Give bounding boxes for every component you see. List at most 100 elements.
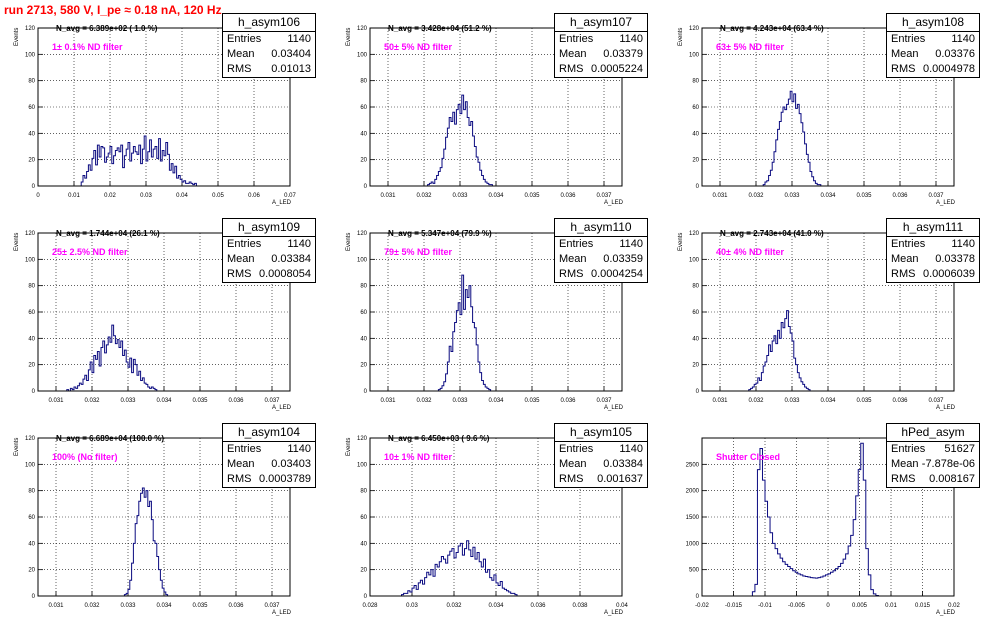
stats-value: 0.0004978 xyxy=(923,63,975,75)
x-tick-label: 0.031 xyxy=(712,398,728,404)
filter-label: 79± 5% ND filter xyxy=(384,247,452,257)
stats-value: 1140 xyxy=(619,33,643,45)
x-axis-title: A_LED xyxy=(604,610,624,616)
stats-box: h_asym106 Entries 1140 Mean 0.03404 RMS 0.0101… xyxy=(222,13,316,78)
x-tick-label: 0.034 xyxy=(488,193,504,199)
x-tick-label: 0.033 xyxy=(784,398,800,404)
stats-row-mean: Mean 0.03376 xyxy=(887,47,979,62)
stats-value: 0.0004254 xyxy=(591,268,643,280)
x-tick-label: 0.036 xyxy=(560,398,576,404)
y-tick-label: 60 xyxy=(692,310,699,316)
n-avg-label: N_avg = 1.744e+04 (26.1 %) xyxy=(56,229,160,238)
x-tick-label: 0.034 xyxy=(820,398,836,404)
stats-box-title: h_asym108 xyxy=(887,14,979,32)
n-avg-label: N_avg = 5.347e+04 (79.9 %) xyxy=(388,229,492,238)
n-avg-label: N_avg = 6.389e+02 ( 1.0 %) xyxy=(56,24,158,33)
y-tick-label: 60 xyxy=(360,310,367,316)
y-tick-label: 0 xyxy=(364,184,368,190)
stats-label: RMS xyxy=(227,268,252,280)
stats-value: 0.03359 xyxy=(603,253,643,265)
stats-row-mean: Mean 0.03384 xyxy=(555,457,647,472)
x-tick-label: 0.05 xyxy=(212,193,224,199)
stats-label: RMS xyxy=(227,473,252,485)
x-tick-label: -0.005 xyxy=(788,603,806,609)
x-tick-label: 0.033 xyxy=(452,193,468,199)
y-tick-label: 120 xyxy=(25,436,36,442)
stats-label: Mean xyxy=(227,458,255,470)
stats-value: 1140 xyxy=(287,33,311,45)
y-tick-label: 20 xyxy=(28,158,35,164)
y-tick-label: 20 xyxy=(360,158,367,164)
stats-box-title: h_asym107 xyxy=(555,14,647,32)
x-tick-label: 0.037 xyxy=(596,398,612,404)
x-tick-label: 0.034 xyxy=(156,603,172,609)
histogram-panel-h_asym110: 0.031 0.032 0.033 0.034 0.035 0.036 0.037 0 20 40… xyxy=(332,218,664,425)
x-tick-label: 0.02 xyxy=(948,603,960,609)
x-tick-label: 0.032 xyxy=(416,398,432,404)
y-tick-label: 40 xyxy=(28,541,35,547)
stats-value: 0.0005224 xyxy=(591,63,643,75)
histogram-svg: 0.031 0.032 0.033 0.034 0.035 0.036 0.037 0 20 40… xyxy=(689,231,955,404)
stats-value: 0.0003789 xyxy=(259,473,311,485)
stats-row-entries: Entries 1140 xyxy=(555,32,647,47)
y-tick-label: 20 xyxy=(360,363,367,369)
x-tick-label: 0.032 xyxy=(84,603,100,609)
x-tick-label: 0.032 xyxy=(446,603,462,609)
stats-label: Entries xyxy=(227,33,262,45)
stats-value: 1140 xyxy=(287,238,311,250)
stats-row-rms: RMS 0.0004978 xyxy=(887,62,979,77)
stats-label: RMS xyxy=(891,473,916,485)
filter-label: 100% (No filter) xyxy=(52,452,118,462)
stats-value: 1140 xyxy=(619,238,643,250)
y-tick-label: 2000 xyxy=(686,489,700,495)
y-axis-title: Events xyxy=(678,27,684,46)
y-tick-label: 100 xyxy=(689,52,700,58)
y-tick-label: 120 xyxy=(689,231,700,237)
stats-label: RMS xyxy=(559,63,584,75)
x-tick-label: 0.032 xyxy=(748,193,764,199)
stats-box: h_asym111 Entries 1140 Mean 0.03378 RMS 0.0006… xyxy=(886,218,980,283)
x-axis-title: A_LED xyxy=(604,200,624,206)
histogram-bars xyxy=(762,90,822,186)
y-tick-label: 60 xyxy=(28,310,35,316)
stats-row-entries: Entries 1140 xyxy=(555,442,647,457)
stats-row-mean: Mean 0.03379 xyxy=(555,47,647,62)
y-axis-title: Events xyxy=(14,232,20,251)
stats-value: 1140 xyxy=(951,33,975,45)
y-tick-label: 20 xyxy=(692,158,699,164)
y-tick-label: 40 xyxy=(360,336,367,342)
histogram-svg: 0.031 0.032 0.033 0.034 0.035 0.036 0.037 0 20 40… xyxy=(357,231,623,404)
stats-row-rms: RMS 0.0004254 xyxy=(555,267,647,282)
stats-row-entries: Entries 1140 xyxy=(555,237,647,252)
x-tick-label: 0.037 xyxy=(928,398,944,404)
y-tick-label: 20 xyxy=(28,568,35,574)
x-tick-label: 0.038 xyxy=(572,603,588,609)
y-tick-label: 120 xyxy=(357,26,368,32)
stats-box: h_asym107 Entries 1140 Mean 0.03379 RMS 0.0005… xyxy=(554,13,648,78)
stats-box: h_asym108 Entries 1140 Mean 0.03376 RMS 0.0004… xyxy=(886,13,980,78)
stats-row-entries: Entries 51627 xyxy=(887,442,979,457)
x-tick-label: 0.032 xyxy=(416,193,432,199)
x-tick-label: 0.035 xyxy=(856,398,872,404)
histogram-bars xyxy=(751,442,879,596)
n-avg-label: N_avg = 2.743e+04 (41.0 %) xyxy=(720,229,824,238)
stats-label: Mean xyxy=(891,253,919,265)
histogram-svg: 0.031 0.032 0.033 0.034 0.035 0.036 0.037 0 20 40… xyxy=(25,436,291,609)
stats-box-title: h_asym110 xyxy=(555,219,647,237)
x-tick-label: 0 xyxy=(826,603,830,609)
y-tick-label: 80 xyxy=(28,489,35,495)
stats-value: 0.03403 xyxy=(271,458,311,470)
y-tick-label: 100 xyxy=(357,462,368,468)
y-tick-label: 0 xyxy=(32,594,36,600)
y-axis-title: Events xyxy=(346,437,352,456)
histogram-panel-h_asym105: 0.028 0.03 0.032 0.034 0.036 0.038 0.04 0 20 40 60… xyxy=(332,423,664,630)
stats-label: Entries xyxy=(559,33,594,45)
x-tick-label: 0.033 xyxy=(784,193,800,199)
y-tick-label: 0 xyxy=(696,184,700,190)
n-avg-label: N_avg = 6.450e+03 ( 9.6 %) xyxy=(388,434,490,443)
x-tick-label: 0.031 xyxy=(712,193,728,199)
y-tick-label: 80 xyxy=(692,79,699,85)
y-tick-label: 120 xyxy=(25,231,36,237)
stats-row-rms: RMS 0.0005224 xyxy=(555,62,647,77)
stats-box-title: hPed_asym xyxy=(887,424,979,442)
